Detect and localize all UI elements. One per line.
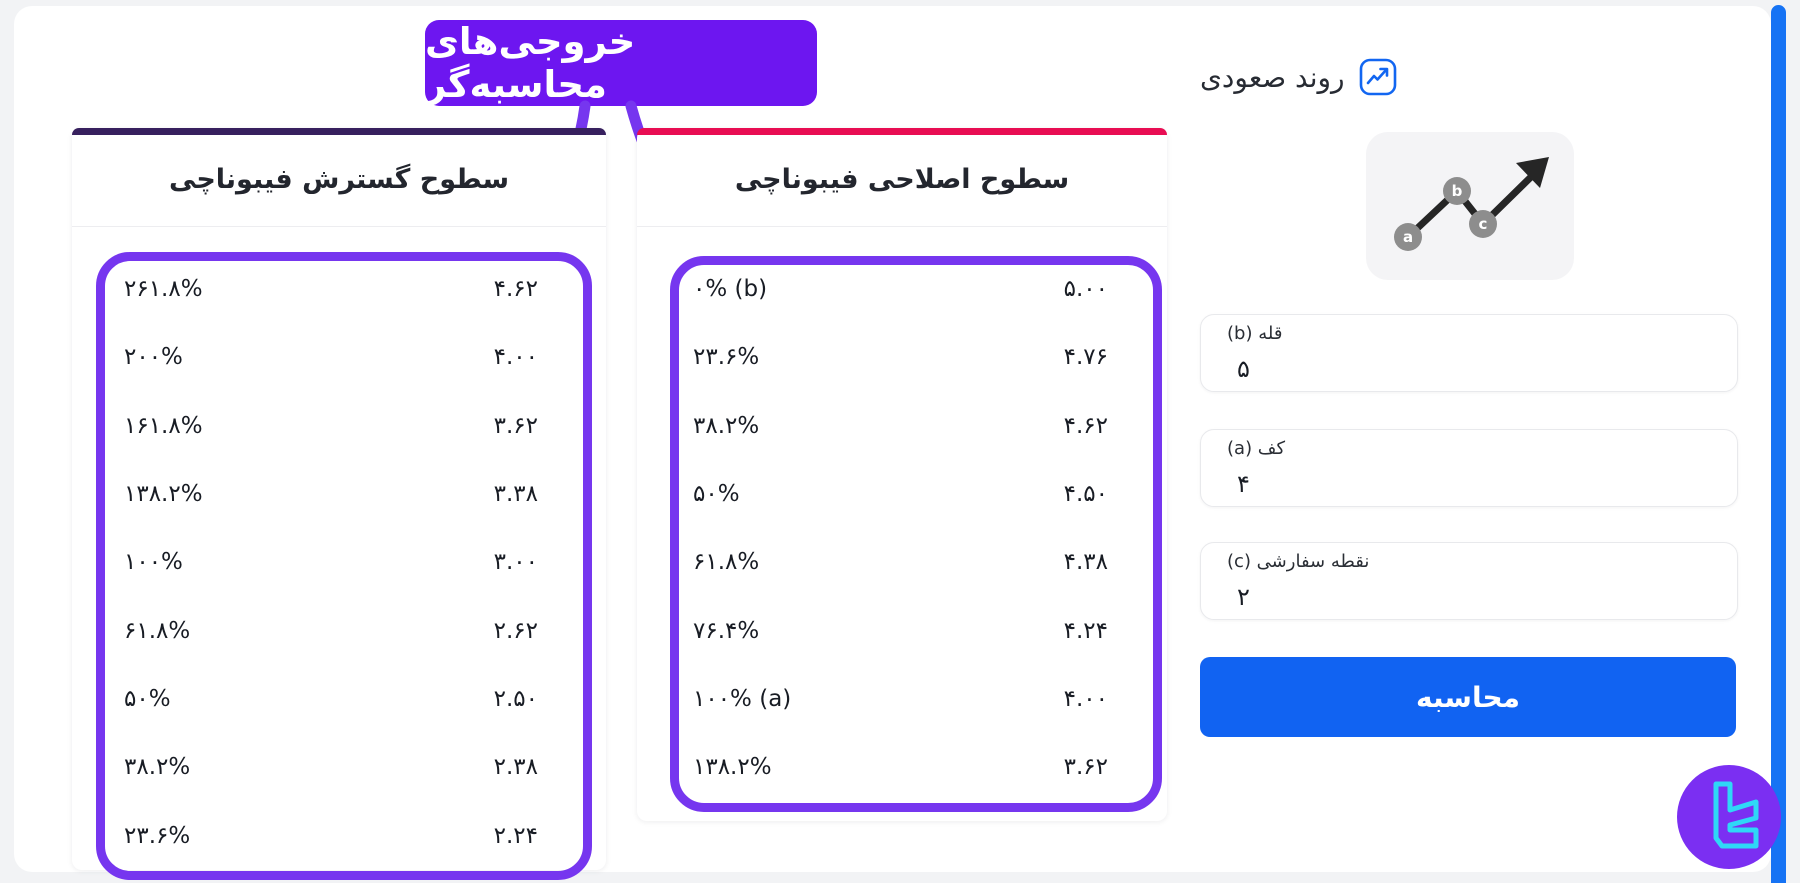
extension-accent-bar: [72, 128, 606, 135]
level-percent: ۶۱.۸%: [693, 549, 760, 576]
bottom-a-value[interactable]: ۴: [1237, 470, 1250, 498]
table-row: ۶۱.۸% ۴.۳۸: [637, 528, 1167, 596]
level-value: ۴.۶۲: [1063, 412, 1108, 439]
bottom-a-label: کف (a): [1227, 438, 1286, 459]
level-percent: ۷۶.۴%: [693, 617, 760, 644]
node-c-label: c: [1479, 215, 1488, 233]
table-row: ۲۰۰% ۴.۰۰: [72, 323, 606, 391]
level-percent: ۵۰%: [124, 685, 171, 712]
level-value: ۴.۳۸: [1063, 549, 1108, 576]
table-row: ۲۶۱.۸% ۴.۶۲: [72, 255, 606, 323]
level-value: ۳.۶۲: [1063, 754, 1108, 781]
extension-card-title: سطوح گسترش فیبوناچی: [169, 164, 509, 195]
level-percent: ۳۸.۲%: [124, 754, 191, 781]
node-a-label: a: [1403, 228, 1413, 246]
divider: [72, 226, 606, 227]
level-percent: ۶۱.۸%: [124, 617, 191, 644]
retracement-card-title: سطوح اصلاحی فیبوناچی: [734, 164, 1070, 195]
peak-b-value[interactable]: ۵: [1237, 355, 1250, 383]
table-row: ۱۰۰% ۳.۰۰: [72, 528, 606, 596]
level-value: ۲.۳۸: [493, 754, 538, 781]
retracement-accent-bar: [637, 128, 1167, 135]
table-row: ۰% (b) ۵.۰۰: [637, 255, 1167, 323]
retracement-rows: ۰% (b) ۵.۰۰ ۲۳.۶% ۴.۷۶ ۳۸.۲% ۴.۶۲ ۵۰% ۴.۵۰ ۶…: [637, 255, 1167, 801]
level-value: ۳.۶۲: [493, 412, 538, 439]
annotation-banner: خروجی‌های محاسبه‌گر: [425, 20, 817, 106]
level-value: ۲.۲۴: [493, 822, 538, 849]
peak-b-field[interactable]: قله (b) ۵: [1200, 314, 1738, 392]
retracement-levels-card: سطوح اصلاحی فیبوناچی ۰% (b) ۵.۰۰ ۲۳.۶% ۴.۷…: [637, 128, 1167, 821]
table-row: ۵۰% ۴.۵۰: [637, 460, 1167, 528]
level-value: ۲.۵۰: [493, 685, 538, 712]
level-percent: ۵۰%: [693, 481, 740, 508]
level-value: ۲.۶۲: [493, 617, 538, 644]
extension-levels-card: سطوح گسترش فیبوناچی ۲۶۱.۸% ۴.۶۲ ۲۰۰% ۴.۰۰ …: [72, 128, 606, 870]
trend-illustration-card: a b c: [1366, 132, 1574, 280]
level-value: ۴.۰۰: [493, 344, 538, 371]
level-percent: ۱۶۱.۸%: [124, 412, 203, 439]
level-value: ۴.۲۴: [1063, 617, 1108, 644]
table-row: ۳۸.۲% ۲.۳۸: [72, 733, 606, 801]
annotation-banner-label: خروجی‌های محاسبه‌گر: [425, 20, 636, 106]
calculate-button[interactable]: محاسبه: [1200, 657, 1736, 737]
table-row: ۶۱.۸% ۲.۶۲: [72, 596, 606, 664]
table-row: ۱۰۰% (a) ۴.۰۰: [637, 665, 1167, 733]
table-row: ۲۳.۶% ۲.۲۴: [72, 801, 606, 869]
level-percent: ۲۳.۶%: [693, 344, 760, 371]
level-value: ۳.۰۰: [493, 549, 538, 576]
scrollbar[interactable]: [1771, 5, 1786, 883]
node-b-label: b: [1452, 182, 1463, 200]
abc-trend-illustration: a b c: [1394, 157, 1549, 251]
level-percent: ۱۰۰% (a): [693, 685, 792, 712]
level-percent: ۲۳.۶%: [124, 822, 191, 849]
table-row: ۱۶۱.۸% ۳.۶۲: [72, 392, 606, 460]
trend-header-label: روند صعودی: [1200, 60, 1345, 94]
custom-point-c-value[interactable]: ۲: [1237, 583, 1250, 611]
level-percent: ۱۳۸.۲%: [693, 754, 772, 781]
level-value: ۴.۰۰: [1063, 685, 1108, 712]
level-value: ۳.۳۸: [493, 481, 538, 508]
table-row: ۲۳.۶% ۴.۷۶: [637, 323, 1167, 391]
level-value: ۴.۶۲: [493, 276, 538, 303]
custom-point-c-label: نقطه سفارشی (c): [1227, 551, 1370, 572]
brand-logo: [1677, 765, 1781, 869]
bottom-a-field[interactable]: کف (a) ۴: [1200, 429, 1738, 507]
table-row: ۱۳۸.۲% ۳.۳۸: [72, 460, 606, 528]
level-value: ۴.۵۰: [1063, 481, 1108, 508]
extension-rows: ۲۶۱.۸% ۴.۶۲ ۲۰۰% ۴.۰۰ ۱۶۱.۸% ۳.۶۲ ۱۳۸.۲% ۳.۳…: [72, 255, 606, 870]
level-percent: ۳۸.۲%: [693, 412, 760, 439]
divider: [637, 226, 1167, 227]
trend-up-icon: [1359, 58, 1396, 96]
table-row: ۱۳۸.۲% ۳.۶۲: [637, 733, 1167, 801]
peak-b-label: قله (b): [1227, 323, 1283, 344]
level-percent: ۲۶۱.۸%: [124, 276, 203, 303]
level-percent: ۲۰۰%: [124, 344, 183, 371]
table-row: ۷۶.۴% ۴.۲۴: [637, 596, 1167, 664]
level-value: ۴.۷۶: [1063, 344, 1108, 371]
table-row: ۳۸.۲% ۴.۶۲: [637, 392, 1167, 460]
trend-header: روند صعودی: [1200, 56, 1736, 98]
level-percent: ۱۰۰%: [124, 549, 183, 576]
level-value: ۵.۰۰: [1063, 276, 1108, 303]
table-row: ۵۰% ۲.۵۰: [72, 665, 606, 733]
level-percent: ۰% (b): [693, 276, 768, 303]
level-percent: ۱۳۸.۲%: [124, 481, 203, 508]
custom-point-c-field[interactable]: نقطه سفارشی (c) ۲: [1200, 542, 1738, 620]
